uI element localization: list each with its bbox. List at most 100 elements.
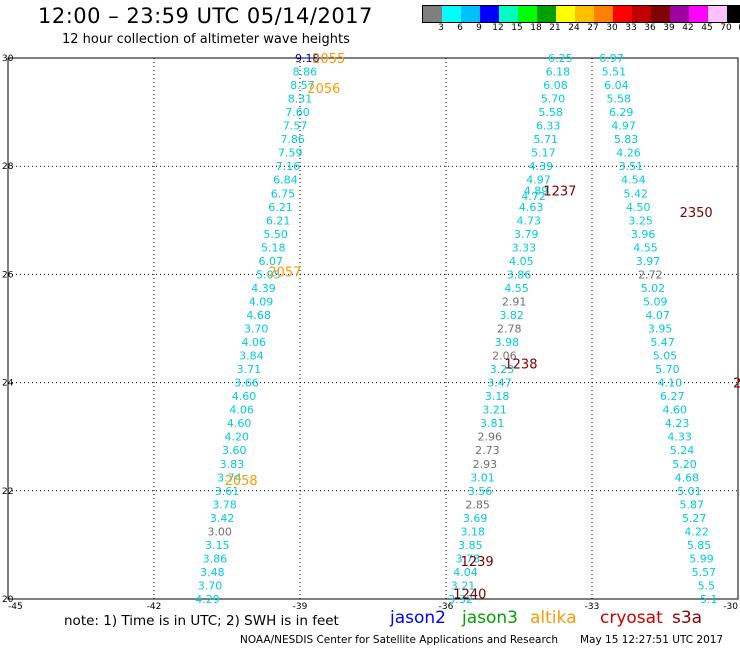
swh-value-label: 5.58 (607, 93, 632, 106)
swh-value-label: 3.86 (203, 552, 228, 565)
swh-value-label: 8.31 (288, 93, 313, 106)
swh-value-label: 5.01 (677, 485, 702, 498)
x-tick-label: -45 (8, 602, 23, 612)
swh-value-label: 3.01 (470, 471, 495, 484)
colorbar-swatch (499, 6, 518, 22)
swh-value-label: 5.99 (689, 552, 714, 565)
swh-value-label: 4.60 (662, 404, 687, 417)
time-label: 2055 (312, 52, 345, 67)
swh-value-label: 5.20 (672, 458, 697, 471)
colorbar-swatch (651, 6, 670, 22)
swh-value-label: 4.68 (675, 471, 700, 484)
swh-value-label: 3.66 (234, 377, 259, 390)
swh-value-label: 4.06 (229, 404, 254, 417)
colorbar-tick-label: 6 (457, 23, 463, 33)
swh-value-label: 4.07 (645, 309, 670, 322)
swh-value-label: 7.57 (283, 120, 308, 133)
swh-value-label: 2.06 (492, 350, 517, 363)
x-tick-label: -33 (585, 602, 600, 612)
swh-value-label: 3.18 (461, 525, 486, 538)
swh-value-label: 3.32 (448, 593, 473, 606)
swh-value-label: 3.74 (217, 471, 242, 484)
swh-value-label: 3.70 (244, 323, 269, 336)
time-label: 2057 (268, 266, 301, 281)
swh-value-label: 4.68 (246, 309, 271, 322)
swh-value-label: 8.86 (293, 66, 318, 79)
swh-value-label: 4.72 (521, 190, 546, 203)
swh-value-label: 7.59 (278, 147, 303, 160)
swh-value-label: 3.69 (463, 512, 488, 525)
wave-height-colorbar (422, 5, 740, 23)
swh-value-label: 3.78 (456, 552, 481, 565)
colorbar-tick-label: 39 (663, 23, 675, 33)
swh-value-label: 6.75 (271, 187, 296, 200)
swh-value-label: 5.50 (263, 228, 288, 241)
swh-value-label: 4.04 (453, 566, 478, 579)
swh-value-label: 5.71 (534, 133, 559, 146)
swh-value-label: 5.1 (700, 593, 718, 606)
legend-altika: altika (530, 608, 577, 628)
colorbar-swatch (727, 6, 740, 22)
swh-value-label: 4.09 (249, 295, 274, 308)
swh-value-label: 5.17 (531, 147, 556, 160)
swh-value-label: 4.89 (524, 185, 549, 198)
swh-value-label: 3.33 (512, 241, 537, 254)
y-tick-label: 20 (2, 595, 14, 605)
swh-value-label: 3.85 (458, 539, 483, 552)
y-tick-label: 28 (2, 162, 14, 172)
time-label: 1237 (543, 185, 576, 200)
swh-value-label: 3.23 (490, 363, 515, 376)
note-text: note: 1) Time is in UTC; 2) SWH is in fe… (64, 613, 339, 629)
swh-value-label: 6.27 (660, 390, 685, 403)
swh-value-label: 5.27 (682, 512, 707, 525)
swh-value-label: 5.51 (602, 66, 627, 79)
legend-cryosat: cryosat (600, 608, 663, 628)
y-tick-label: 30 (2, 54, 14, 64)
swh-value-label: 5.18 (261, 241, 286, 254)
colorbar-tick-label: 42 (682, 23, 694, 33)
swh-value-label: 3.61 (215, 485, 240, 498)
colorbar-swatch (480, 6, 499, 22)
colorbar-tick-label: 27 (587, 23, 599, 33)
swh-value-label: 3.78 (212, 498, 237, 511)
swh-value-label: 5.83 (614, 133, 639, 146)
swh-value-label: 5.24 (670, 444, 695, 457)
colorbar-tick-label: 70 (720, 23, 732, 33)
swh-value-label: 3.98 (495, 336, 520, 349)
colorbar-swatch (461, 6, 480, 22)
colorbar-tick-label: 24 (568, 23, 580, 33)
x-tick-label: -30 (723, 602, 738, 612)
swh-value-label: 7.16 (276, 160, 301, 173)
swh-value-label: 6.25 (548, 52, 573, 65)
swh-value-label: 5.5 (698, 579, 716, 592)
swh-value-label: 5.70 (655, 363, 680, 376)
swh-value-label: 8.57 (290, 79, 315, 92)
swh-value-label: 3.51 (619, 160, 644, 173)
swh-value-label: 4.63 (519, 201, 544, 214)
swh-value-label: 3.96 (631, 228, 656, 241)
swh-value-label: 4.23 (665, 417, 690, 430)
colorbar-swatch (518, 6, 537, 22)
swh-value-label: 4.39 (251, 282, 276, 295)
swh-value-label: 4.55 (633, 241, 658, 254)
colorbar-tick-label: 9 (476, 23, 482, 33)
chart-title: 12:00 – 23:59 UTC 05/14/2017 (38, 4, 373, 28)
swh-value-label: 4.29 (195, 593, 220, 606)
swh-value-label: 4.73 (516, 214, 541, 227)
legend-jason2: jason2 (390, 608, 446, 628)
time-label: 2056 (307, 82, 340, 97)
swh-value-label: 6.33 (536, 120, 561, 133)
y-tick-label: 24 (2, 379, 14, 389)
swh-value-label: 3.21 (451, 579, 476, 592)
colorbar-swatch (708, 6, 727, 22)
time-label: 1238 (504, 358, 537, 373)
x-tick-label: -42 (147, 602, 162, 612)
swh-value-label: 9.18 (295, 52, 320, 65)
y-tick-label: 26 (2, 270, 14, 280)
colorbar-swatch (537, 6, 556, 22)
colorbar-tick-label: 12 (492, 23, 504, 33)
colorbar-swatch (632, 6, 651, 22)
time-label: 2350 (680, 206, 713, 221)
swh-value-label: 4.60 (232, 390, 257, 403)
swh-value-label: 6.04 (604, 79, 629, 92)
